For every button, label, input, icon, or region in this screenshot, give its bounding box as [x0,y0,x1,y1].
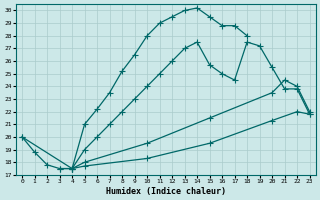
X-axis label: Humidex (Indice chaleur): Humidex (Indice chaleur) [106,187,226,196]
